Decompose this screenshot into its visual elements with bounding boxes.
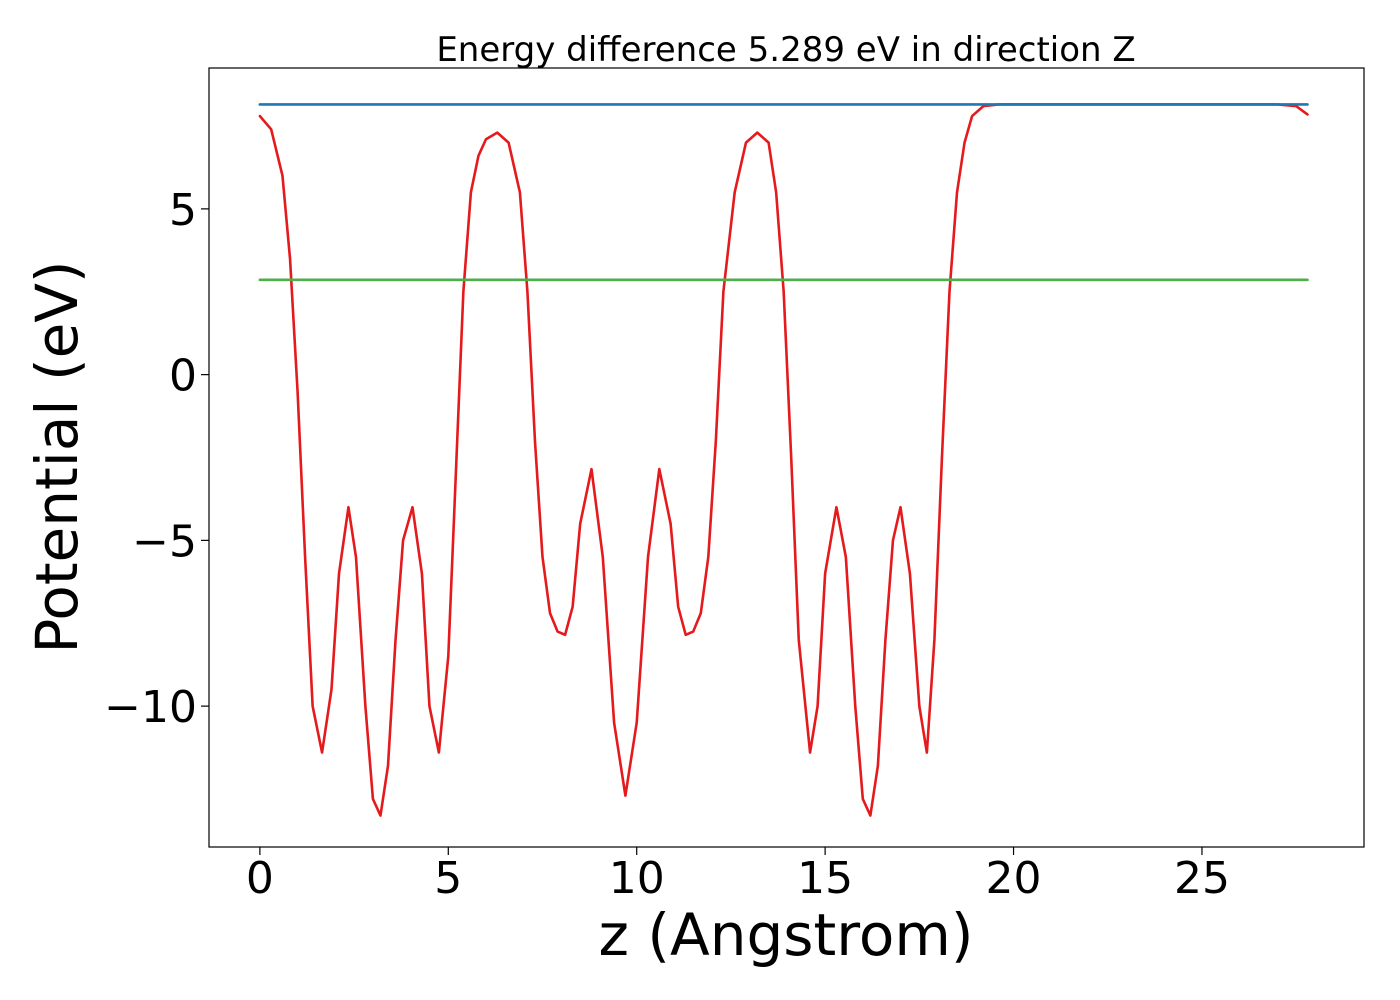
y-tick-label: 5	[169, 185, 197, 236]
x-tick-label: 0	[246, 853, 274, 904]
y-tick-label: −10	[104, 682, 197, 733]
plot-frame	[208, 67, 1365, 848]
x-tick-label: 15	[797, 853, 853, 904]
y-tick-label: 0	[169, 351, 197, 402]
plot-area	[258, 103, 1309, 817]
y-tick-label: −5	[132, 516, 197, 567]
x-tick-label: 25	[1174, 853, 1230, 904]
x-axis: 0 5 10 15 20 25	[246, 847, 1230, 904]
y-axis: −10 −5 0 5	[104, 185, 209, 733]
x-tick-label: 20	[986, 853, 1042, 904]
x-axis-label: z (Angstrom)	[599, 901, 974, 969]
x-tick-label: 5	[434, 853, 462, 904]
y-axis-label: Potential (eV)	[23, 260, 91, 653]
chart-title: Energy difference 5.289 eV in direction …	[436, 30, 1135, 70]
x-tick-label: 10	[609, 853, 665, 904]
series-line-1	[258, 103, 1309, 817]
